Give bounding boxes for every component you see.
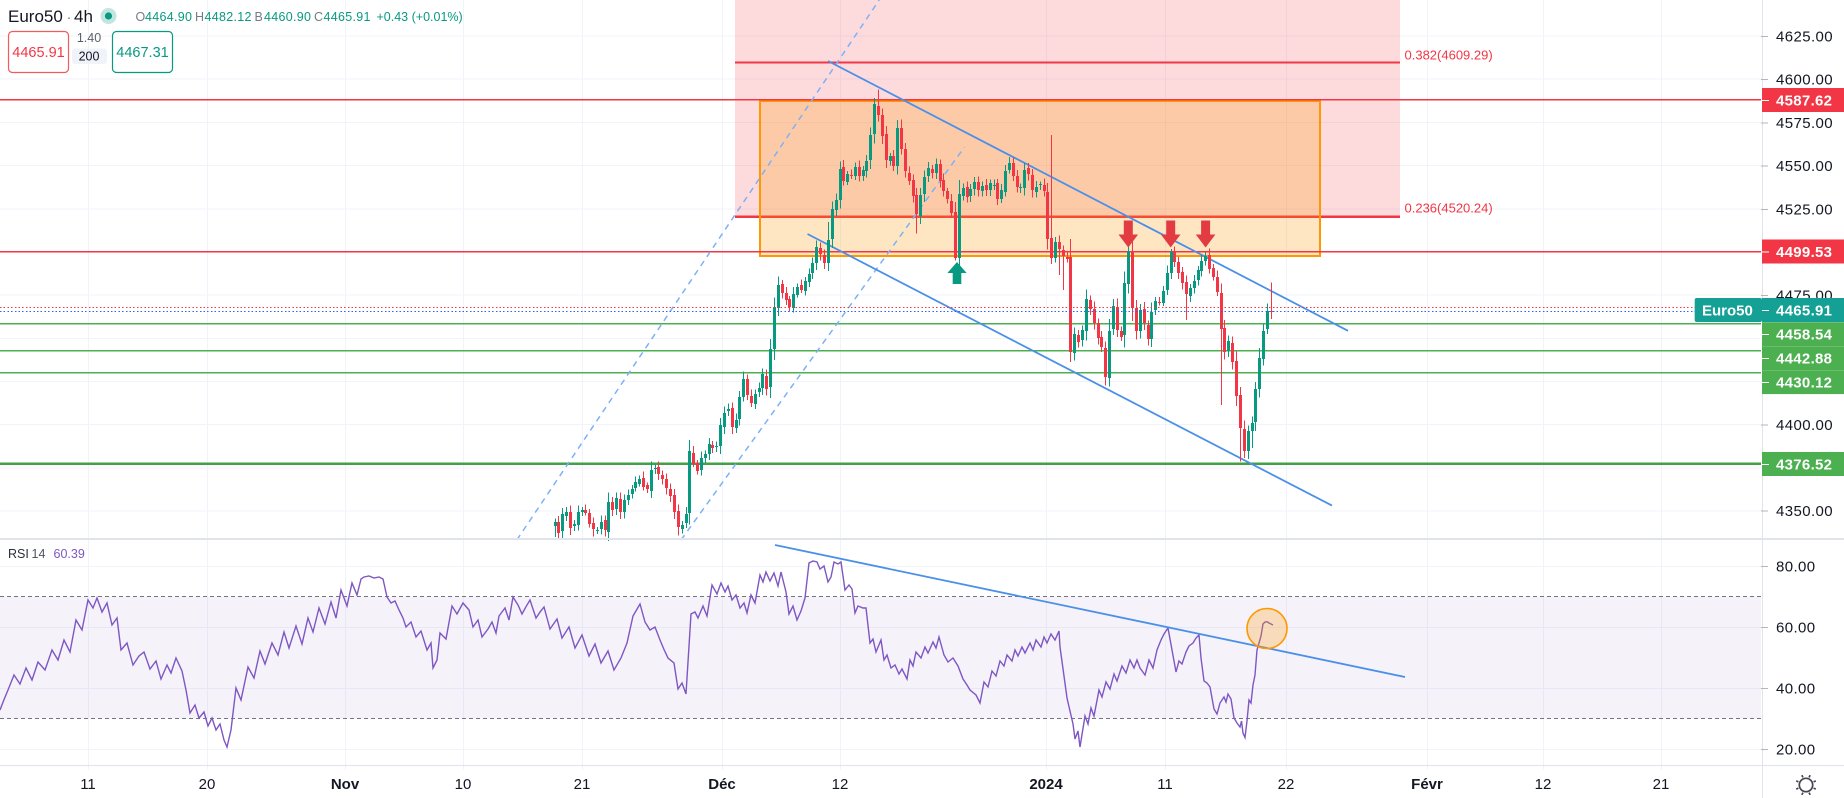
svg-text:RSI: RSI <box>8 547 29 561</box>
svg-text:C: C <box>314 10 323 24</box>
svg-text:12: 12 <box>832 776 849 793</box>
svg-text:1.40: 1.40 <box>77 31 101 45</box>
svg-text:·: · <box>67 9 72 26</box>
svg-text:Févr: Févr <box>1411 776 1443 793</box>
svg-text:12: 12 <box>1535 776 1552 793</box>
svg-text:4460.90: 4460.90 <box>264 10 311 24</box>
svg-text:4465.91: 4465.91 <box>1776 303 1832 320</box>
svg-text:11: 11 <box>1157 776 1173 793</box>
svg-text:+0.43 (+0.01%): +0.43 (+0.01%) <box>377 10 463 24</box>
svg-text:Euro50: Euro50 <box>8 7 63 26</box>
svg-text:2024: 2024 <box>1029 776 1063 793</box>
svg-text:4575.00: 4575.00 <box>1776 115 1833 132</box>
svg-text:4587.62: 4587.62 <box>1776 93 1832 110</box>
svg-text:H: H <box>195 10 204 24</box>
svg-text:80.00: 80.00 <box>1776 559 1816 576</box>
svg-text:4458.54: 4458.54 <box>1776 327 1833 344</box>
svg-text:22: 22 <box>1278 776 1295 793</box>
svg-text:60.00: 60.00 <box>1776 620 1816 637</box>
svg-text:200: 200 <box>79 50 100 64</box>
svg-text:20.00: 20.00 <box>1776 742 1816 759</box>
svg-text:4h: 4h <box>74 7 93 26</box>
svg-text:4482.12: 4482.12 <box>205 10 252 24</box>
svg-text:4600.00: 4600.00 <box>1776 72 1833 89</box>
svg-text:4465.91: 4465.91 <box>12 45 64 61</box>
svg-text:4430.12: 4430.12 <box>1776 375 1832 392</box>
svg-text:21: 21 <box>1653 776 1670 793</box>
svg-text:4376.52: 4376.52 <box>1776 457 1832 474</box>
svg-text:4525.00: 4525.00 <box>1776 201 1833 218</box>
svg-text:4465.91: 4465.91 <box>324 10 371 24</box>
svg-text:4467.31: 4467.31 <box>116 45 168 61</box>
svg-text:4400.00: 4400.00 <box>1776 417 1833 434</box>
svg-text:40.00: 40.00 <box>1776 681 1816 698</box>
svg-text:14: 14 <box>32 547 46 561</box>
svg-text:60.39: 60.39 <box>54 547 85 561</box>
svg-text:20: 20 <box>199 776 216 793</box>
svg-text:0.236(4520.24): 0.236(4520.24) <box>1405 201 1493 216</box>
svg-text:Nov: Nov <box>331 776 360 793</box>
svg-text:11: 11 <box>80 776 96 793</box>
svg-text:O: O <box>136 10 146 24</box>
svg-text:4442.88: 4442.88 <box>1776 351 1832 368</box>
svg-text:4464.90: 4464.90 <box>145 10 192 24</box>
svg-text:B: B <box>255 10 263 24</box>
svg-text:0.382(4609.29): 0.382(4609.29) <box>1405 48 1493 63</box>
svg-text:4350.00: 4350.00 <box>1776 503 1833 520</box>
svg-text:Déc: Déc <box>708 776 736 793</box>
svg-text:4550.00: 4550.00 <box>1776 158 1833 175</box>
svg-text:4625.00: 4625.00 <box>1776 29 1833 46</box>
svg-text:10: 10 <box>455 776 472 793</box>
svg-text:Euro50: Euro50 <box>1702 303 1753 320</box>
svg-text:21: 21 <box>574 776 591 793</box>
svg-text:4499.53: 4499.53 <box>1776 244 1832 261</box>
